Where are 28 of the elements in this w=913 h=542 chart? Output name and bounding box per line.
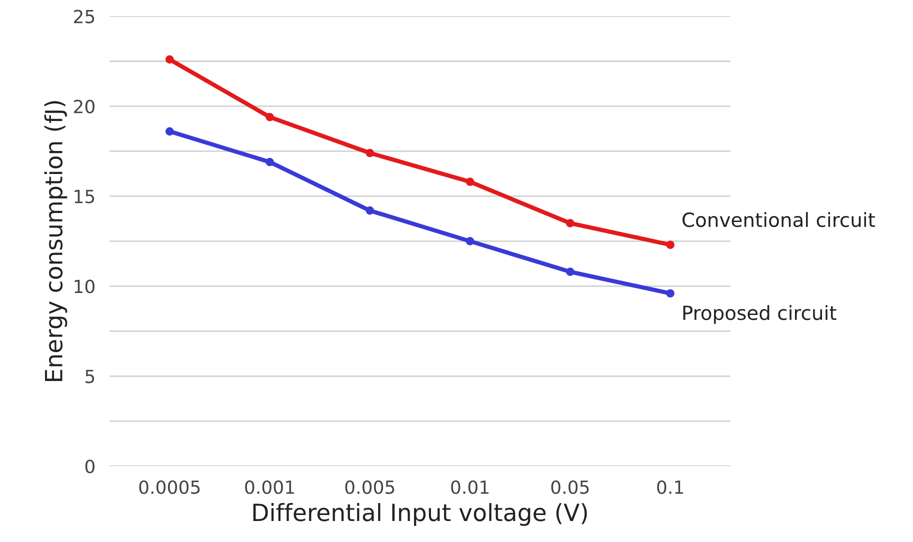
point [666,289,674,298]
point [366,206,374,215]
series-label: Proposed circuit [683,305,836,324]
point [666,240,674,249]
point [266,112,274,122]
y-tick-label: 10 [74,280,94,294]
x-tick-label: 0.001 [245,480,294,494]
y-axis-title: Energy consumption (fJ) [44,101,68,381]
x-tick-label: 0.05 [551,480,589,494]
point [266,158,274,166]
y-tick-label: 25 [74,10,94,24]
series-label: Conventional circuit [682,212,875,228]
x-axis-title: Differential Input voltage (V) [253,503,587,526]
point [466,178,474,186]
x-tick-label: 0.1 [657,480,684,494]
y-tick-label: 5 [86,370,94,384]
y-tick-label: 15 [74,190,94,204]
point [466,237,474,246]
y-tick-label: 0 [85,460,94,474]
point [366,148,374,158]
x-tick-label: 0.01 [451,480,488,494]
point [566,219,574,228]
y-tick-label: 20 [74,100,94,114]
point [165,55,174,64]
point [165,127,174,136]
x-tick-label: 0.005 [345,480,394,494]
point [566,268,574,276]
x-tick-label: 0.0005 [139,480,200,494]
